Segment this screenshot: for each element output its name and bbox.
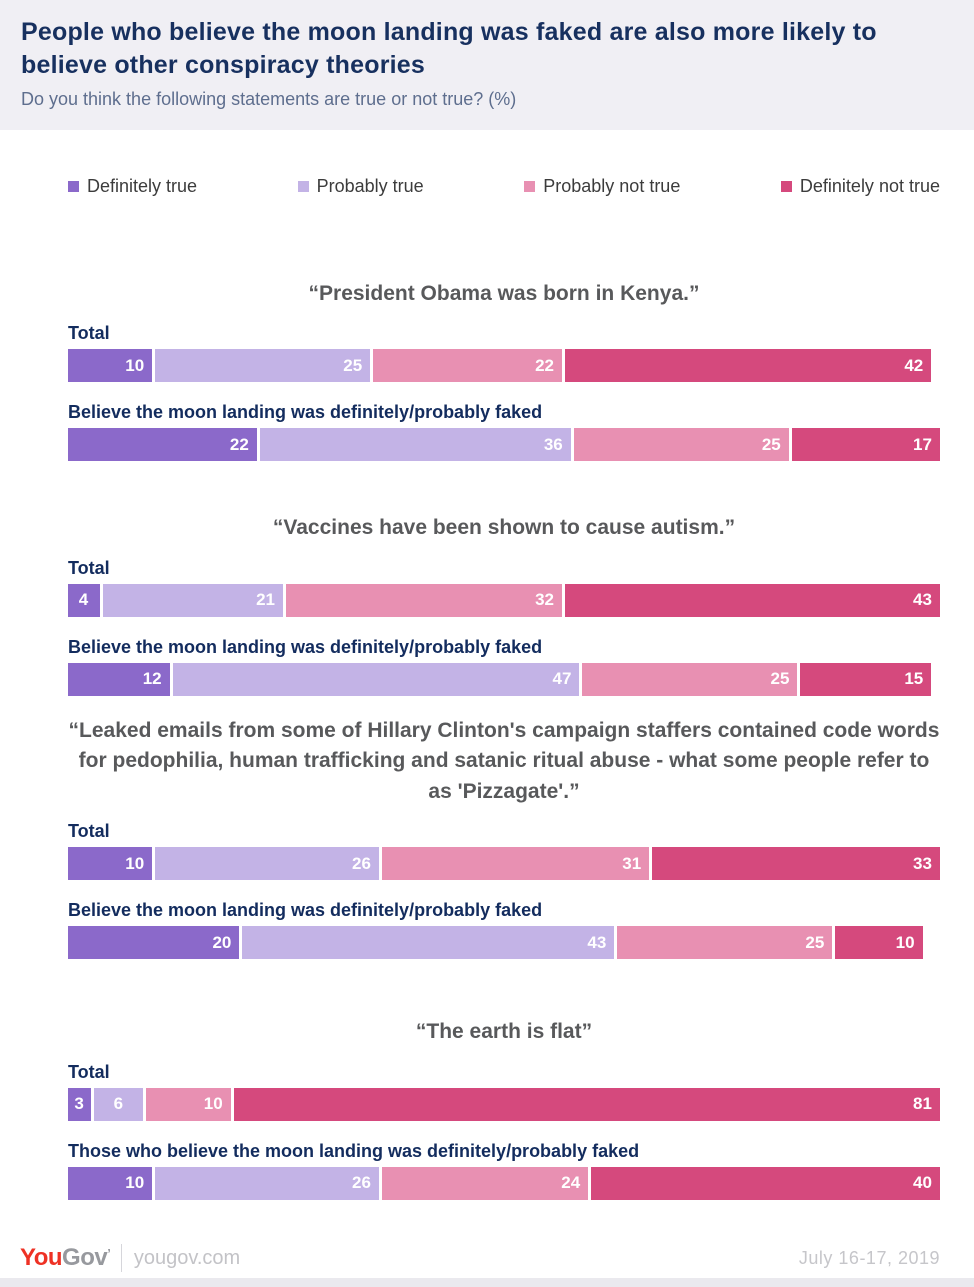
legend-swatch-definitely-true-icon (68, 181, 79, 192)
statement-title: “President Obama was born in Kenya.” (308, 282, 700, 305)
yougov-url[interactable]: yougov.com (133, 1246, 241, 1269)
bar-row-label: Believe the moon landing was definitely/… (68, 636, 543, 657)
bar-row-label: Total (68, 323, 110, 344)
bar-segment-definitely-not-true: 33 (652, 847, 940, 881)
stacked-bar: 10 26 24 40 (68, 1166, 940, 1200)
bar-segment-probably-true: 25 (155, 349, 374, 383)
bottom-strip (0, 1278, 974, 1287)
bar-segment-probably-true: 47 (172, 662, 583, 696)
bar-segment-definitely-not-true: 17 (791, 428, 940, 462)
statement-title: “Leaked emails from some of Hillary Clin… (68, 718, 940, 803)
statement-title: “The earth is flat” (415, 1020, 593, 1044)
bar-segment-definitely-not-true: 10 (835, 926, 923, 960)
footer: You Gov’ yougov.com July 16-17, 2019 (0, 1238, 974, 1278)
stacked-bar: 4 21 32 43 (68, 583, 940, 617)
bar-row-label: Total (68, 557, 110, 578)
bar-segment-probably-not-true: 22 (373, 349, 566, 383)
legend-item-probably-not-true: Probably not true (524, 176, 680, 197)
bar-segment-definitely-true: 4 (68, 583, 103, 617)
chart-section: “Vaccines have been shown to cause autis… (68, 513, 940, 696)
legend-item-probably-true: Probably true (297, 176, 424, 197)
bar-row-label: Total (68, 1061, 110, 1082)
bar-segment-probably-not-true: 25 (573, 428, 792, 462)
stacked-bar: 10 26 31 33 (68, 847, 940, 881)
chart-sections: “President Obama was born in Kenya.” Tot… (68, 279, 940, 1200)
bar-segment-definitely-true: 10 (68, 349, 156, 383)
legend-swatch-definitely-not-true-icon (780, 181, 792, 192)
logo-trademark-icon: ’ (107, 1245, 111, 1261)
bar-row-label: Believe the moon landing was definitely/… (68, 402, 543, 423)
bar-segment-definitely-not-true: 43 (565, 583, 940, 617)
page-subtitle: Do you think the following statements ar… (21, 89, 517, 109)
bar-segment-probably-true: 6 (94, 1087, 147, 1121)
legend-item-definitely-true: Definitely true (68, 176, 197, 197)
bar-segment-probably-not-true: 25 (617, 926, 836, 960)
bar-segment-definitely-true: 3 (68, 1087, 95, 1121)
bar-segment-definitely-true: 12 (68, 662, 173, 696)
survey-date: July 16-17, 2019 (798, 1247, 940, 1268)
bar-row-label: Believe the moon landing was definitely/… (68, 900, 543, 921)
legend-label: Probably true (316, 176, 424, 196)
stacked-bar: 3 6 10 81 (68, 1087, 940, 1121)
bar-segment-definitely-true: 10 (68, 847, 156, 881)
bar-segment-probably-not-true: 24 (381, 1166, 592, 1200)
bar-row-label: Those who believe the moon landing was d… (68, 1140, 640, 1161)
bar-segment-probably-not-true: 25 (582, 662, 801, 696)
bar-segment-probably-true: 26 (155, 1166, 382, 1200)
bar-segment-probably-not-true: 10 (146, 1087, 234, 1121)
legend-label: Definitely true (87, 176, 198, 196)
stacked-bar: 22 36 25 17 (68, 428, 940, 462)
bar-segment-definitely-true: 22 (68, 428, 260, 462)
legend-label: Definitely not true (799, 176, 940, 196)
chart-section: “The earth is flat” Total 3 6 10 81 Those who… (68, 1017, 940, 1200)
bar-segment-definitely-not-true: 15 (800, 662, 932, 696)
bar-segment-definitely-not-true: 42 (565, 349, 932, 383)
bar-segment-probably-true: 26 (155, 847, 382, 881)
footer-divider (120, 1244, 122, 1272)
bar-segment-definitely-not-true: 81 (233, 1087, 940, 1121)
logo-gov: Gov (62, 1244, 108, 1271)
yougov-logo: You Gov’ yougov.com (20, 1244, 240, 1272)
chart-content: Definitely true Probably true Probably n… (68, 176, 940, 1200)
chart-legend: Definitely true Probably true Probably n… (68, 176, 940, 197)
legend-swatch-probably-not-true-icon (524, 181, 536, 192)
legend-swatch-probably-true-icon (297, 181, 309, 192)
chart-section: “President Obama was born in Kenya.” Tot… (68, 279, 940, 462)
header: People who believe the moon landing was … (0, 0, 974, 130)
stacked-bar: 12 47 25 15 (68, 662, 940, 696)
bar-segment-probably-true: 36 (259, 428, 574, 462)
logo-you: You (20, 1244, 63, 1271)
page-title: People who believe the moon landing was … (21, 18, 877, 79)
bar-segment-probably-true: 43 (242, 926, 618, 960)
stacked-bar: 20 43 25 10 (68, 926, 940, 960)
legend-item-definitely-not-true: Definitely not true (780, 176, 940, 197)
chart-section: “Leaked emails from some of Hillary Clin… (68, 716, 940, 960)
stacked-bar: 10 25 22 42 (68, 349, 940, 383)
bar-row-label: Total (68, 821, 110, 842)
bar-segment-definitely-not-true: 40 (591, 1166, 940, 1200)
statement-title: “Vaccines have been shown to cause autis… (272, 516, 736, 540)
bar-segment-probably-not-true: 32 (285, 583, 566, 617)
bar-segment-definitely-true: 10 (68, 1166, 156, 1200)
bar-segment-probably-not-true: 31 (381, 847, 653, 881)
legend-label: Probably not true (543, 176, 681, 196)
bar-segment-probably-true: 21 (102, 583, 286, 617)
bar-segment-definitely-true: 20 (68, 926, 243, 960)
